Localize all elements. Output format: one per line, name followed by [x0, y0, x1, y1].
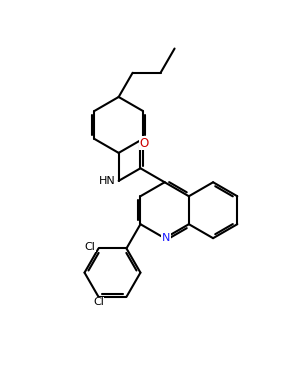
Text: Cl: Cl [93, 297, 104, 307]
Text: O: O [139, 136, 148, 149]
Text: Cl: Cl [84, 242, 95, 252]
Text: HN: HN [99, 176, 116, 186]
Text: N: N [162, 233, 170, 243]
